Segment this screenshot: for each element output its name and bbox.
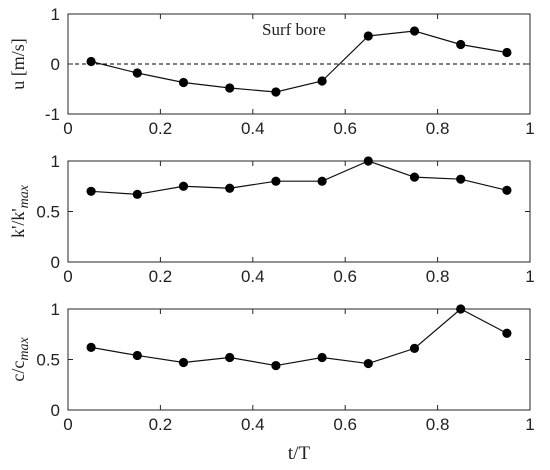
x-tick-label: 0.8 <box>426 267 450 286</box>
x-tick-label: 0.4 <box>241 415 265 434</box>
data-point <box>86 342 96 352</box>
y-axis-label-main: k'/k' <box>8 208 28 238</box>
x-tick-label: 0.8 <box>426 119 450 138</box>
axes-frame <box>67 308 531 411</box>
x-tick-label: 1 <box>525 267 534 286</box>
y-axis-label-main: u [m/s] <box>8 38 28 90</box>
data-point <box>132 350 142 361</box>
x-tick-label: 0.4 <box>241 119 265 138</box>
data-point <box>178 357 189 368</box>
x-tick-label: 0 <box>63 415 72 434</box>
y-axis-label-main: c/c <box>8 361 28 382</box>
data-point <box>363 31 373 41</box>
x-tick-label: 0.6 <box>333 415 357 434</box>
data-point <box>271 87 281 97</box>
series-line <box>90 30 508 93</box>
data-point <box>363 358 373 369</box>
data-point <box>409 343 420 353</box>
chart-panel-3: 0 0.2 0.4 0.6 0.8 1 0 0.5 1 c/cmax t/T <box>8 300 535 464</box>
x-tick-label: 0.6 <box>333 267 357 286</box>
data-point <box>317 352 327 363</box>
y-axis-label: c/cmax <box>8 337 32 382</box>
data-point <box>456 304 466 314</box>
data-point <box>317 176 327 186</box>
data-point <box>456 39 466 50</box>
data-point <box>502 185 512 195</box>
y-tick-label: 1 <box>51 152 60 171</box>
data-point <box>409 26 420 36</box>
x-tick-label: 1 <box>525 119 534 138</box>
series-line <box>90 308 508 367</box>
y-tick-label: 1 <box>51 300 60 319</box>
x-tick-label: 0.4 <box>241 267 265 286</box>
data-point <box>363 156 373 166</box>
data-point <box>502 328 512 338</box>
x-tick-label: 0.6 <box>333 119 357 138</box>
data-point <box>317 76 327 86</box>
x-axis-label: t/T <box>288 443 311 464</box>
data-point <box>178 181 189 191</box>
data-point <box>86 186 96 196</box>
x-tick-label: 0 <box>63 267 72 286</box>
data-point <box>86 56 96 67</box>
y-axis-label-subscript: max <box>17 337 32 361</box>
x-tick-label: 1 <box>525 415 534 434</box>
axes-frame <box>67 160 531 263</box>
data-point <box>271 360 281 371</box>
x-tick-label: 0.2 <box>149 119 173 138</box>
y-axis-label-subscript: max <box>17 184 32 208</box>
data-point <box>271 176 281 186</box>
data-point <box>225 83 235 93</box>
y-tick-label: 0.5 <box>36 203 60 222</box>
data-point <box>502 47 512 58</box>
data-point <box>225 352 235 363</box>
y-tick-label: 1 <box>51 5 60 24</box>
y-tick-label: 0 <box>51 55 60 74</box>
x-tick-label: 0.8 <box>426 415 450 434</box>
y-axis-label: u [m/s] <box>8 38 28 90</box>
data-point <box>409 172 420 182</box>
x-tick-label: 0.2 <box>149 267 173 286</box>
data-point <box>456 174 466 184</box>
y-tick-label: 0 <box>51 253 60 272</box>
y-axis-label: k'/k'max <box>8 184 32 238</box>
series-line <box>91 160 508 195</box>
y-tick-label: 0 <box>51 401 60 420</box>
annotation-label: Surf bore <box>262 20 326 39</box>
x-tick-label: 0 <box>63 119 72 138</box>
chart-panel-2: 0 0.2 0.4 0.6 0.8 1 0 0.5 1 k'/k'max <box>8 152 535 286</box>
y-tick-label: 0.5 <box>36 351 60 370</box>
data-point <box>178 77 189 88</box>
data-point <box>132 68 142 78</box>
data-point <box>225 183 235 193</box>
data-point <box>132 189 142 199</box>
y-tick-label: -1 <box>45 105 60 124</box>
x-tick-label: 0.2 <box>149 415 173 434</box>
